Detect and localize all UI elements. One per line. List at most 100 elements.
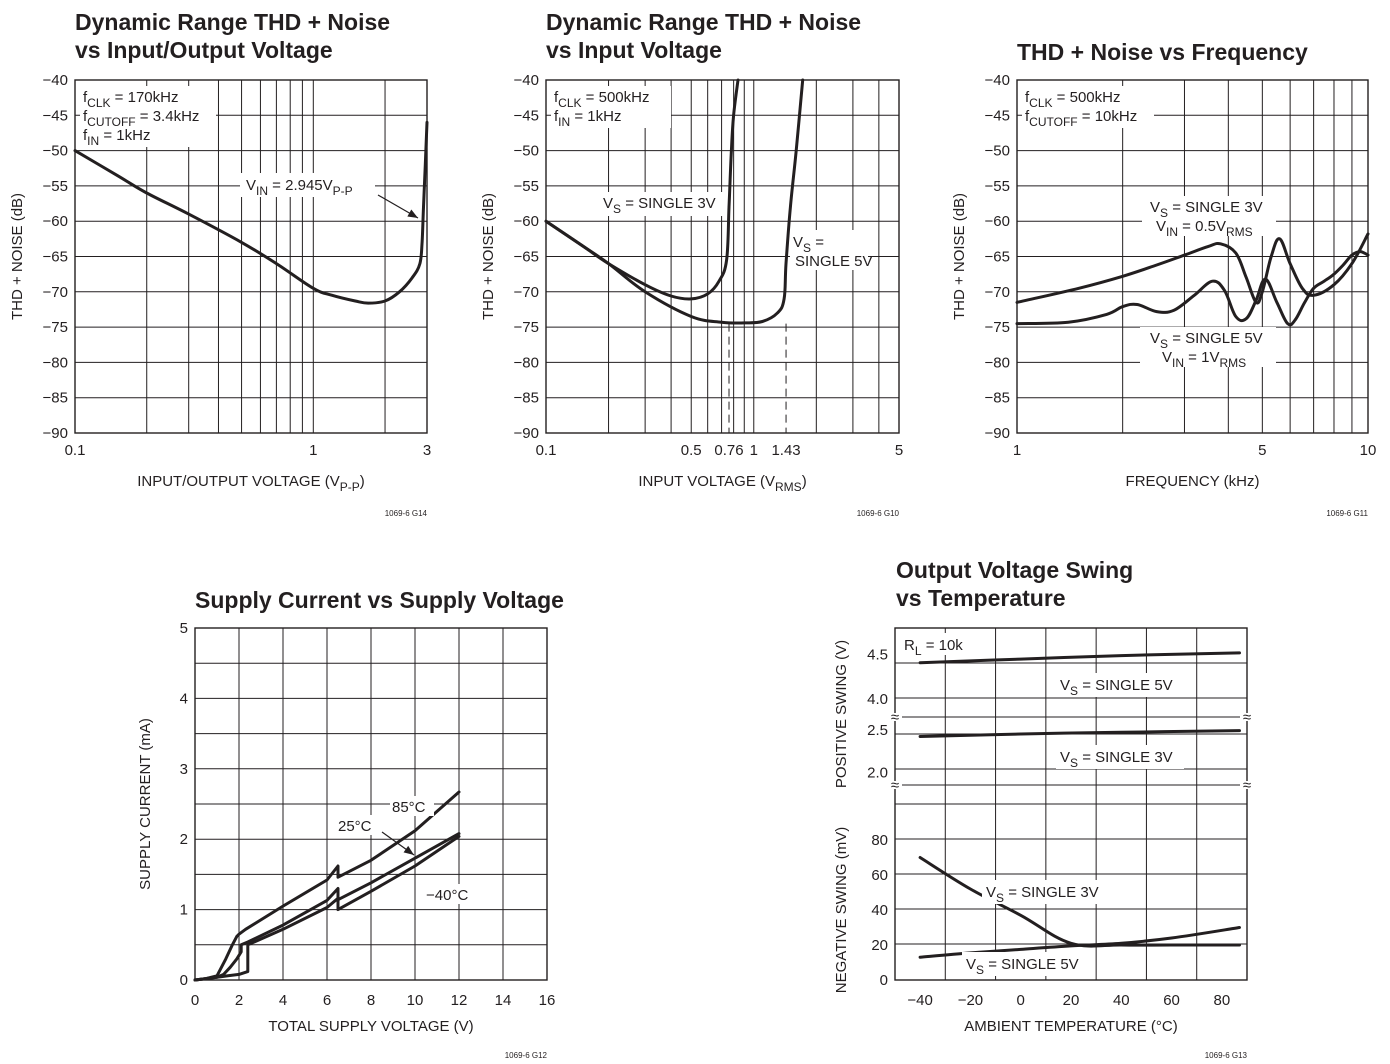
series-line	[193, 834, 461, 982]
x-tick-label: 80	[1214, 992, 1231, 1009]
x-tick-label: 60	[1163, 992, 1180, 1009]
series-label: VS​ = SINGLE 5V	[1150, 330, 1263, 351]
y-tick-label: 4.5	[867, 647, 888, 664]
x-tick-label: 0.1	[65, 442, 86, 459]
y-tick-label: −80	[43, 354, 68, 371]
label-backing	[1140, 327, 1276, 367]
figure-code: 1069-6 G10	[857, 509, 900, 518]
y-tick-label: 3	[180, 761, 188, 778]
chart-title: vs Temperature	[896, 585, 1066, 611]
plot-frame	[894, 627, 1248, 981]
y-tick-label: 0	[880, 972, 888, 989]
annotation-arrowhead	[407, 209, 418, 218]
x-tick-label: −20	[958, 992, 983, 1009]
y-tick-label: −90	[985, 425, 1010, 442]
x-tick-label: 8	[367, 992, 375, 1009]
figure-code: 1069-6 G14	[385, 509, 428, 518]
y-tick-label: −40	[43, 72, 68, 89]
chart-title: vs Input Voltage	[546, 37, 722, 63]
y-axis-label: NEGATIVE SWING (mV)	[833, 827, 850, 993]
label-backing	[1056, 673, 1184, 697]
condition-text: fCUTOFF​ = 10kHz	[1025, 108, 1137, 129]
x-tick-label: 14	[495, 992, 512, 1009]
label-backing	[390, 796, 434, 816]
figure-code: 1069-6 G13	[1205, 1051, 1248, 1060]
axis-break-mark: ≈	[1243, 709, 1251, 726]
chart-title: vs Input/Output Voltage	[75, 37, 333, 63]
y-tick-label: −80	[514, 354, 539, 371]
y-tick-label: −55	[43, 178, 68, 195]
y-tick-label: −40	[985, 72, 1010, 89]
x-tick-label: 4	[279, 992, 287, 1009]
y-tick-label: −75	[985, 319, 1010, 336]
y-tick-label: −90	[43, 425, 68, 442]
label-backing	[962, 952, 1090, 976]
y-tick-label: −50	[43, 143, 68, 160]
y-tick-label: −70	[514, 284, 539, 301]
series-line	[918, 729, 1241, 738]
y-tick-label: −60	[985, 213, 1010, 230]
series-label: VS​ = SINGLE 3V	[986, 884, 1099, 905]
y-tick-label: 2	[180, 831, 188, 848]
y-tick-label: 2.0	[867, 764, 888, 781]
x-axis-label: TOTAL SUPPLY VOLTAGE (V)	[268, 1018, 473, 1035]
x-tick-label: 40	[1113, 992, 1130, 1009]
chart-title: Dynamic Range THD + Noise	[546, 9, 861, 35]
y-tick-label: −70	[43, 284, 68, 301]
annotation-label: −40°C	[426, 887, 468, 904]
series-line	[73, 120, 429, 305]
y-axis-label: SUPPLY CURRENT (mA)	[137, 718, 154, 890]
y-tick-label: 2.5	[867, 722, 888, 739]
annotation-label: 85°C	[392, 799, 426, 816]
x-tick-label: 2	[235, 992, 243, 1009]
series-line	[1015, 250, 1370, 327]
y-tick-label: −40	[514, 72, 539, 89]
label-backing	[1142, 196, 1276, 236]
series-label: VS​ = SINGLE 5V	[966, 956, 1079, 977]
y-tick-label: −80	[985, 354, 1010, 371]
series-label: VS​ = SINGLE 3V	[1060, 749, 1173, 770]
y-tick-label: −45	[514, 107, 539, 124]
series-line	[193, 790, 461, 982]
condition-text: fCLK​ = 500kHz	[554, 89, 649, 110]
plot-frame	[74, 79, 428, 434]
x-tick-label: 0.76	[714, 442, 743, 459]
y-tick-label: −75	[43, 319, 68, 336]
x-tick-label: 10	[1360, 442, 1377, 459]
x-tick-label: 12	[451, 992, 468, 1009]
x-axis-label: FREQUENCY (kHz)	[1126, 473, 1260, 490]
axis-break-gap	[888, 781, 902, 789]
axis-break-mark: ≈	[1243, 777, 1251, 794]
y-tick-label: −45	[985, 107, 1010, 124]
y-tick-label: 80	[871, 832, 888, 849]
annotation-label: VIN​ = 2.945VP-P​	[246, 177, 353, 198]
series-label: VS​ =	[793, 234, 824, 255]
y-axis-label: THD + NOISE (dB)	[480, 193, 497, 320]
y-tick-label: 40	[871, 902, 888, 919]
y-tick-label: −85	[43, 390, 68, 407]
y-tick-label: −65	[514, 249, 539, 266]
y-tick-label: −70	[985, 284, 1010, 301]
y-tick-label: −45	[43, 107, 68, 124]
y-tick-label: 5	[180, 620, 188, 637]
plot-frame	[194, 627, 548, 981]
label-backing	[600, 192, 724, 216]
x-axis-label: INPUT/OUTPUT VOLTAGE (VP-P​)	[137, 473, 365, 494]
label-backing	[790, 230, 868, 270]
chart-title: Dynamic Range THD + Noise	[75, 9, 390, 35]
x-tick-label: 3	[423, 442, 431, 459]
y-tick-label: −90	[514, 425, 539, 442]
series-label: VS​ = SINGLE 3V	[1150, 199, 1263, 220]
y-tick-label: −85	[514, 390, 539, 407]
y-tick-label: −60	[514, 213, 539, 230]
condition-text: fCLK​ = 170kHz	[83, 89, 178, 110]
chart-title: Supply Current vs Supply Voltage	[195, 587, 564, 613]
y-tick-label: 4.0	[867, 691, 888, 708]
series-line	[544, 78, 805, 325]
series-label: VS​ = SINGLE 3V	[603, 195, 716, 216]
